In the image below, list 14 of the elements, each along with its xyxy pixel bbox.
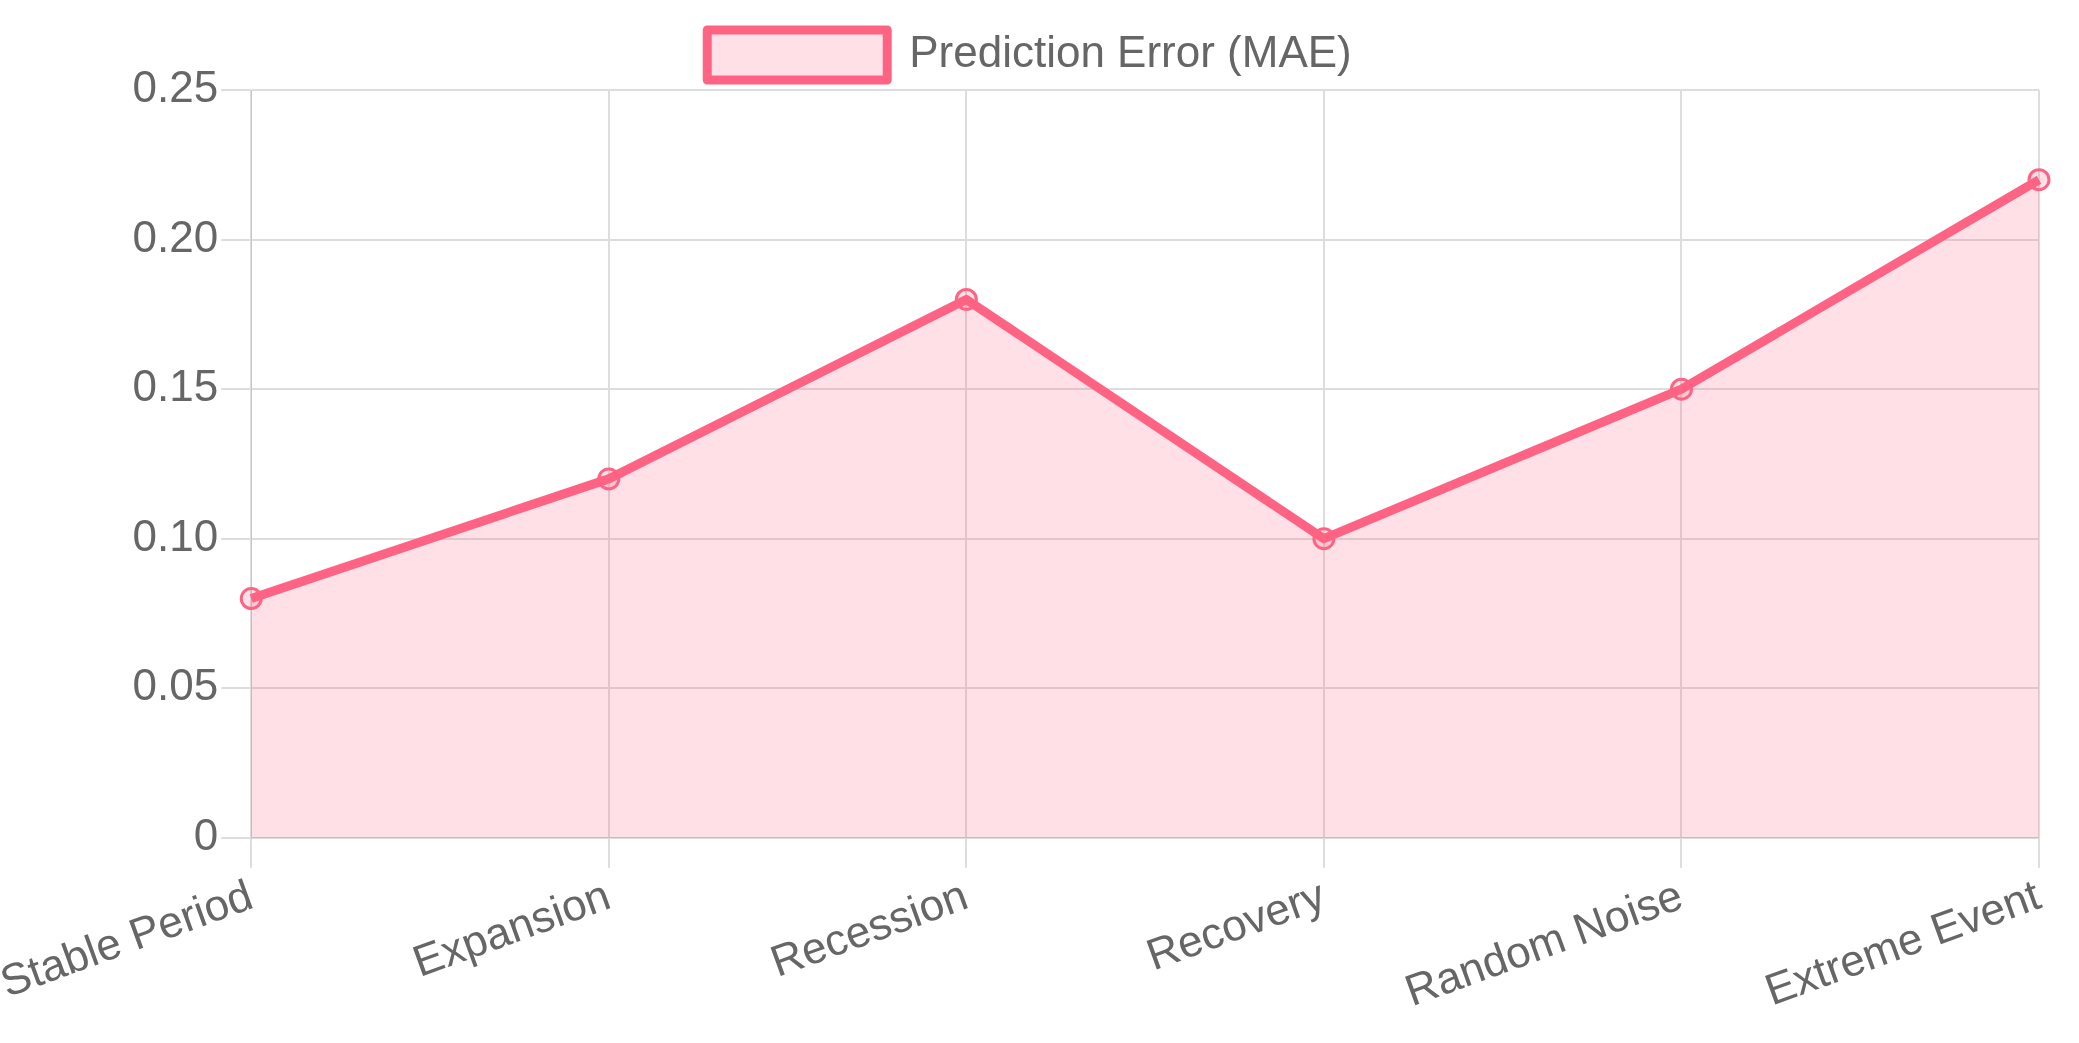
point	[1669, 377, 1693, 401]
y-tick-label: 0.25	[132, 62, 219, 112]
point	[1312, 527, 1336, 551]
y-tick-label: 0.20	[132, 211, 219, 261]
y-tick-label: 0.05	[132, 660, 219, 710]
legend-label: Prediction Error (MAE)	[909, 27, 1352, 77]
y-tick-label: 0.15	[132, 361, 219, 411]
y-tick-label: 0	[193, 809, 219, 859]
point	[597, 467, 621, 491]
point	[2027, 168, 2051, 192]
point	[954, 287, 978, 311]
x-tick-label: Stable Period	[0, 869, 259, 1006]
y-tick-label: 0.10	[132, 510, 219, 560]
point	[239, 587, 263, 611]
